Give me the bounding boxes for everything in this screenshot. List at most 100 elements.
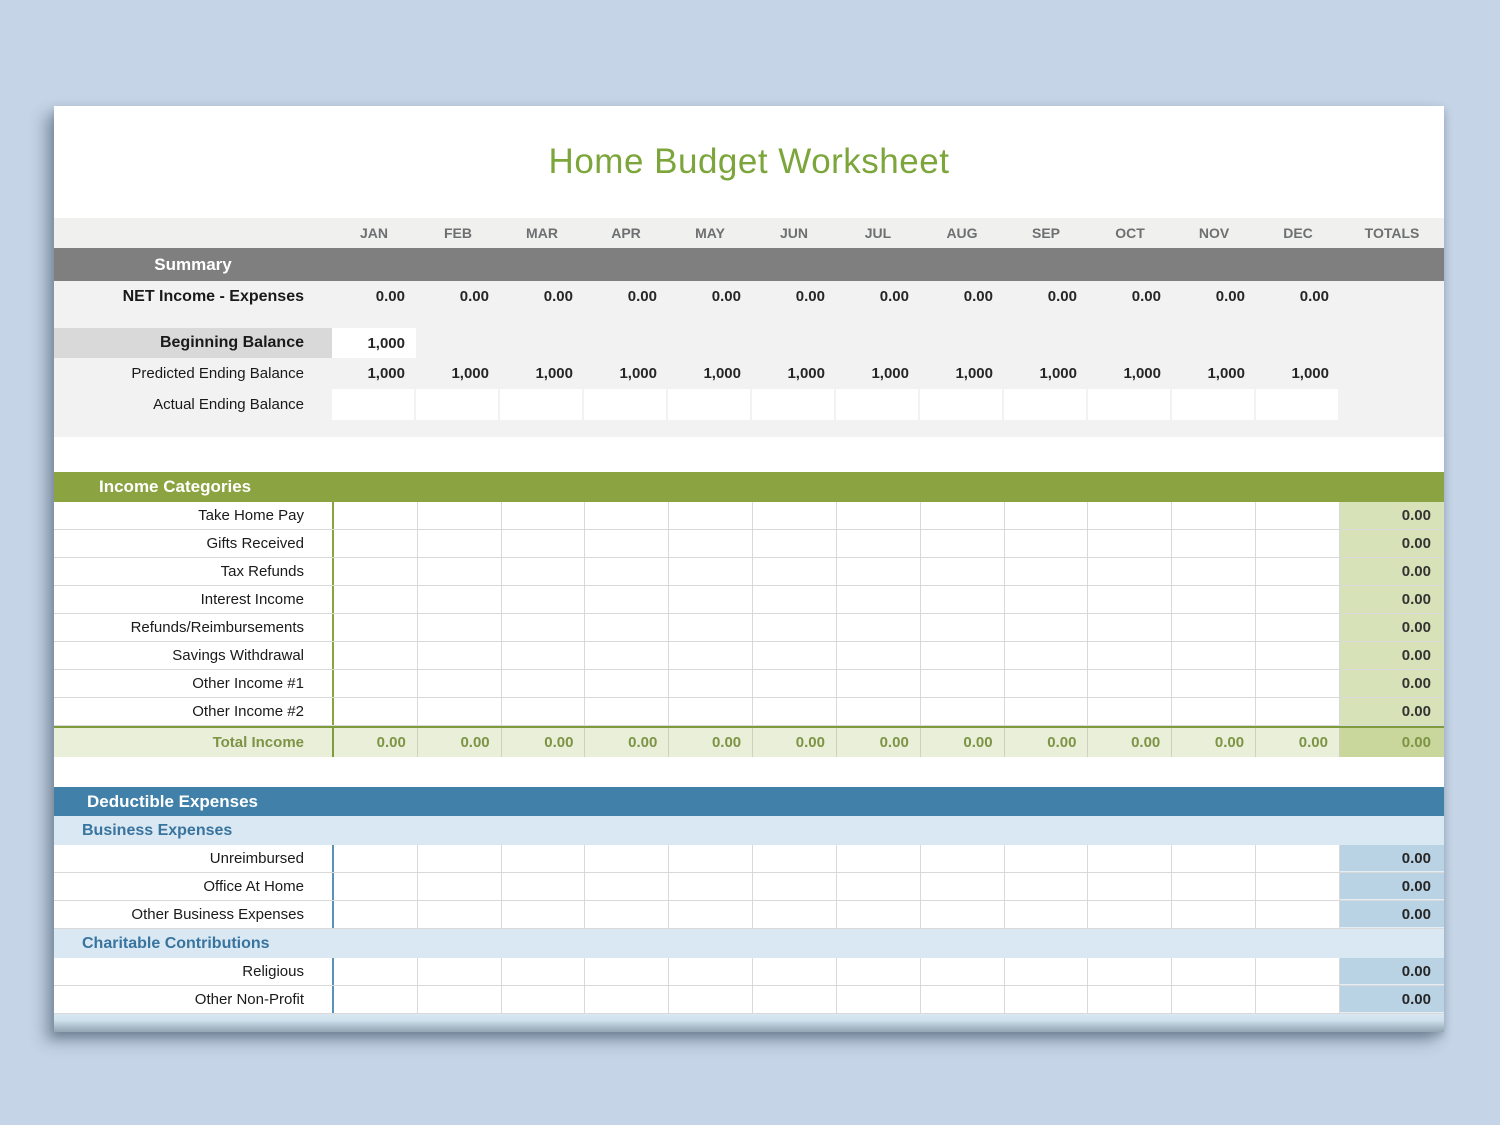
income-cell[interactable] — [1256, 558, 1340, 585]
expense-cell[interactable] — [1256, 901, 1340, 928]
total-cell[interactable]: 0.00 — [1340, 670, 1444, 697]
income-cell[interactable] — [753, 558, 837, 585]
predicted-balance-cell[interactable]: 1,000 — [619, 365, 657, 382]
total-cell[interactable]: 0.00 — [1340, 873, 1444, 900]
expense-cell[interactable] — [1005, 958, 1089, 985]
expense-cell[interactable] — [837, 986, 921, 1013]
beginning-balance-cell[interactable] — [584, 328, 668, 358]
beginning-balance-cell[interactable] — [500, 328, 584, 358]
net-income-cell[interactable]: 0.00 — [627, 288, 657, 305]
income-cell[interactable] — [1172, 698, 1257, 725]
expense-cell[interactable] — [418, 873, 502, 900]
income-cell[interactable] — [753, 614, 837, 641]
income-cell[interactable] — [921, 614, 1005, 641]
expense-cell[interactable] — [1088, 845, 1173, 872]
predicted-balance-cell[interactable]: 1,000 — [871, 365, 909, 382]
income-cell[interactable] — [1005, 642, 1089, 669]
expense-cell[interactable] — [502, 958, 586, 985]
expense-cell[interactable] — [334, 986, 418, 1013]
total-cell[interactable]: 0.00 — [1340, 901, 1444, 928]
expense-cell[interactable] — [502, 901, 586, 928]
income-cell[interactable] — [921, 586, 1005, 613]
income-cell[interactable] — [753, 670, 837, 697]
income-cell[interactable] — [669, 558, 754, 585]
expense-cell[interactable] — [753, 958, 837, 985]
income-cell[interactable] — [1172, 558, 1257, 585]
income-cell[interactable] — [334, 670, 418, 697]
expense-cell[interactable] — [418, 845, 502, 872]
expense-cell[interactable] — [1088, 873, 1173, 900]
income-cell[interactable] — [753, 586, 837, 613]
total-income-cell[interactable]: 0.00 — [837, 728, 921, 757]
predicted-balance-cell[interactable]: 1,000 — [1291, 365, 1329, 382]
actual-balance-cell[interactable] — [584, 389, 668, 420]
expense-cell[interactable] — [418, 958, 502, 985]
predicted-balance-cell[interactable]: 1,000 — [451, 365, 489, 382]
expense-cell[interactable] — [1005, 986, 1089, 1013]
income-cell[interactable] — [921, 670, 1005, 697]
income-cell[interactable] — [502, 670, 586, 697]
income-cell[interactable] — [669, 642, 754, 669]
actual-balance-cell[interactable] — [1004, 389, 1088, 420]
total-income-cell[interactable]: 0.00 — [1005, 728, 1089, 757]
total-cell[interactable]: 0.00 — [1340, 530, 1444, 557]
actual-balance-cell[interactable] — [332, 389, 416, 420]
income-cell[interactable] — [837, 558, 921, 585]
total-cell[interactable]: 0.00 — [1340, 986, 1444, 1013]
income-cell[interactable] — [418, 614, 502, 641]
expense-cell[interactable] — [1256, 845, 1340, 872]
expense-cell[interactable] — [585, 901, 670, 928]
income-cell[interactable] — [502, 586, 586, 613]
income-cell[interactable] — [334, 614, 418, 641]
expense-cell[interactable] — [753, 845, 837, 872]
total-cell[interactable]: 0.00 — [1340, 502, 1444, 529]
expense-cell[interactable] — [1005, 873, 1089, 900]
income-cell[interactable] — [1256, 670, 1340, 697]
expense-cell[interactable] — [669, 958, 754, 985]
income-cell[interactable] — [921, 642, 1005, 669]
expense-cell[interactable] — [585, 845, 670, 872]
beginning-balance-cell[interactable] — [416, 328, 500, 358]
income-cell[interactable] — [418, 502, 502, 529]
expense-cell[interactable] — [502, 873, 586, 900]
predicted-balance-cell[interactable]: 1,000 — [1039, 365, 1077, 382]
income-cell[interactable] — [1005, 698, 1089, 725]
income-cell[interactable] — [1088, 502, 1173, 529]
net-income-cell[interactable]: 0.00 — [375, 288, 405, 305]
income-cell[interactable] — [585, 530, 670, 557]
income-cell[interactable] — [502, 502, 586, 529]
income-cell[interactable] — [1088, 642, 1173, 669]
actual-balance-cell[interactable] — [836, 389, 920, 420]
actual-balance-cell[interactable] — [416, 389, 500, 420]
income-cell[interactable] — [1256, 642, 1340, 669]
beginning-balance-cell[interactable] — [1172, 328, 1256, 358]
income-cell[interactable] — [1256, 530, 1340, 557]
expense-cell[interactable] — [1172, 901, 1257, 928]
total-income-cell[interactable]: 0.00 — [418, 728, 502, 757]
expense-cell[interactable] — [1172, 958, 1257, 985]
income-cell[interactable] — [837, 642, 921, 669]
expense-cell[interactable] — [1172, 873, 1257, 900]
income-cell[interactable] — [1088, 670, 1173, 697]
beginning-balance-cell[interactable] — [1004, 328, 1088, 358]
income-cell[interactable] — [1256, 502, 1340, 529]
net-income-cell[interactable]: 0.00 — [1131, 288, 1161, 305]
income-cell[interactable] — [921, 698, 1005, 725]
income-cell[interactable] — [334, 502, 418, 529]
predicted-balance-cell[interactable]: 1,000 — [1123, 365, 1161, 382]
income-cell[interactable] — [502, 698, 586, 725]
predicted-balance-cell[interactable]: 1,000 — [955, 365, 993, 382]
expense-cell[interactable] — [334, 901, 418, 928]
income-cell[interactable] — [1256, 586, 1340, 613]
total-cell[interactable]: 0.00 — [1340, 614, 1444, 641]
expense-cell[interactable] — [585, 986, 670, 1013]
income-cell[interactable] — [1172, 670, 1257, 697]
income-cell[interactable] — [1005, 586, 1089, 613]
total-income-cell[interactable]: 0.00 — [669, 728, 754, 757]
total-cell[interactable]: 0.00 — [1340, 728, 1444, 757]
expense-cell[interactable] — [418, 986, 502, 1013]
expense-cell[interactable] — [418, 901, 502, 928]
net-income-cell[interactable]: 0.00 — [459, 288, 489, 305]
total-income-cell[interactable]: 0.00 — [1256, 728, 1340, 757]
expense-cell[interactable] — [334, 958, 418, 985]
